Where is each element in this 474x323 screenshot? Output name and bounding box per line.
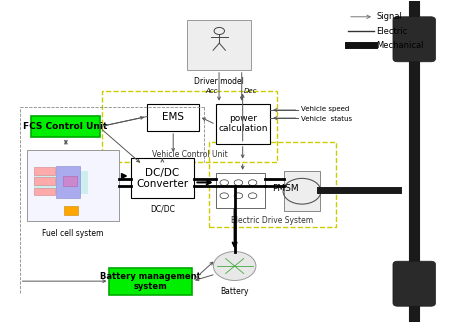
- Text: Electric: Electric: [376, 27, 408, 36]
- Bar: [34, 167, 55, 175]
- FancyBboxPatch shape: [393, 17, 436, 62]
- Circle shape: [213, 252, 256, 280]
- FancyBboxPatch shape: [393, 261, 436, 306]
- Bar: [56, 166, 80, 199]
- Text: Electric Drive System: Electric Drive System: [231, 216, 313, 225]
- Text: Vehicle Control Unit: Vehicle Control Unit: [152, 150, 228, 159]
- Bar: [131, 158, 194, 199]
- Bar: [63, 176, 77, 186]
- Text: Signal: Signal: [376, 12, 402, 21]
- Bar: [64, 205, 78, 214]
- Text: Battery management
system: Battery management system: [100, 272, 201, 291]
- Bar: [102, 91, 277, 162]
- Bar: [34, 171, 88, 194]
- Text: Vehicle speed: Vehicle speed: [301, 106, 349, 112]
- Text: Mechanical: Mechanical: [376, 41, 424, 49]
- Text: Vehicle  status: Vehicle status: [301, 116, 352, 122]
- Text: Acc: Acc: [206, 88, 218, 94]
- Bar: [27, 150, 119, 221]
- Bar: [109, 268, 192, 295]
- Text: DC/DC
Converter: DC/DC Converter: [137, 168, 189, 189]
- Text: Fuel cell system: Fuel cell system: [42, 229, 103, 238]
- Text: power
calculation: power calculation: [218, 114, 268, 133]
- Text: FCS Control Unit: FCS Control Unit: [24, 122, 108, 131]
- Bar: [34, 177, 55, 185]
- Text: Battery: Battery: [220, 287, 249, 296]
- Bar: [31, 117, 100, 137]
- Bar: [187, 20, 251, 70]
- Text: EMS: EMS: [162, 112, 184, 122]
- Text: Dec: Dec: [244, 88, 257, 94]
- Bar: [209, 142, 336, 227]
- Bar: [216, 173, 265, 208]
- Text: PMSM: PMSM: [273, 184, 299, 193]
- Bar: [216, 104, 270, 144]
- Bar: [147, 104, 199, 131]
- Bar: [34, 188, 55, 195]
- Bar: [284, 171, 319, 211]
- Text: Driver model: Driver model: [194, 77, 244, 86]
- Text: DC/DC: DC/DC: [150, 205, 175, 214]
